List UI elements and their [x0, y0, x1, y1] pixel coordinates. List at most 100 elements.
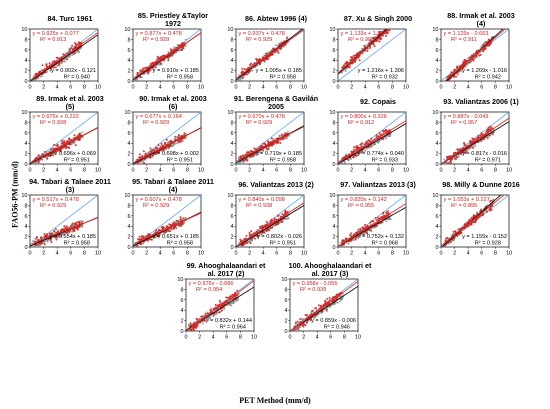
grey-point — [458, 155, 460, 158]
y-tick-label: 10 — [124, 193, 130, 199]
grey-point — [283, 45, 285, 48]
red-point — [68, 48, 71, 51]
red-point — [164, 147, 167, 150]
grey-point — [239, 79, 242, 81]
red-point — [53, 151, 56, 154]
panel-title: 97. Valiantzas 2013 (3) — [340, 180, 416, 189]
red-point — [350, 151, 353, 154]
red-point — [43, 243, 46, 246]
grey-point — [343, 160, 346, 163]
grey-point — [256, 229, 259, 231]
red-point — [388, 26, 390, 28]
plot-marks — [338, 26, 406, 81]
grey-point — [389, 26, 391, 28]
red-point — [172, 52, 175, 55]
red-point — [181, 46, 184, 49]
y-tick-label: 2 — [127, 152, 130, 158]
x-tick-label: 8 — [494, 168, 497, 174]
red-point — [74, 136, 77, 139]
grey-point — [238, 79, 240, 81]
red-point — [149, 238, 152, 241]
panel-title: (4) — [477, 19, 486, 28]
grey-point — [349, 64, 351, 67]
red-point — [63, 225, 66, 228]
y-tick-label: 6 — [230, 48, 233, 54]
grey-point — [378, 38, 380, 41]
x-tick-label: 0 — [131, 85, 134, 91]
red-point — [62, 228, 65, 231]
red-point — [243, 68, 246, 71]
red-fit-line — [441, 117, 509, 164]
y-tick-label: 2 — [24, 69, 27, 75]
grey-point — [443, 164, 445, 166]
red-point — [464, 152, 467, 154]
black-fit-equation: y = 0.910x + 0.185 — [153, 68, 199, 74]
red-point — [278, 43, 281, 45]
red-point — [244, 237, 247, 240]
x-tick-label: 2 — [350, 85, 353, 91]
red-point — [76, 135, 79, 138]
grey-point — [60, 233, 63, 235]
grey-point — [364, 149, 367, 152]
red-point — [263, 231, 266, 234]
y-tick-label: 6 — [127, 131, 130, 137]
grey-point — [445, 82, 447, 84]
red-point — [383, 130, 386, 133]
red-point — [170, 228, 173, 231]
grey-point — [136, 73, 138, 76]
grey-point — [39, 75, 42, 78]
red-point — [65, 225, 68, 228]
red-point — [162, 145, 164, 147]
black-fit-r2: R² = 0.958 — [64, 241, 90, 247]
red-point — [150, 62, 152, 65]
red-point — [63, 145, 66, 148]
red-point — [55, 238, 58, 241]
red-point — [250, 230, 253, 233]
y-tick-label: 2 — [127, 69, 130, 75]
red-point — [36, 73, 38, 75]
grey-point — [284, 44, 286, 47]
black-fit-equation: y = 0.902x - 0.121 — [51, 68, 96, 74]
red-point — [73, 134, 76, 137]
red-point — [472, 59, 475, 62]
plot-marks — [133, 195, 201, 247]
panel-6: 89. Irmak et al. 2003(5)0 2 4 6 8 100246810y … — [21, 94, 103, 174]
red-point — [239, 238, 242, 241]
grey-point — [33, 246, 35, 247]
red-point — [270, 218, 273, 221]
x-tick-label: 2 — [350, 168, 353, 174]
grey-point — [152, 153, 155, 156]
grey-point — [287, 130, 289, 133]
red-point — [261, 225, 264, 227]
grey-point — [460, 70, 463, 73]
red-point — [155, 229, 158, 231]
red-point — [54, 153, 57, 156]
red-point — [454, 157, 457, 160]
red-point — [168, 223, 171, 226]
red-point — [259, 58, 262, 61]
red-point — [455, 156, 458, 159]
red-point — [139, 75, 142, 78]
red-point — [142, 150, 145, 153]
x-tick-label: 0 — [234, 251, 237, 257]
grey-point — [443, 83, 445, 85]
red-point — [151, 149, 154, 152]
red-point — [169, 230, 172, 233]
y-tick-label: 8 — [435, 120, 438, 126]
panel-title: 96. Valiantzas 2013 (2) — [238, 180, 314, 189]
grey-point — [347, 159, 350, 162]
plot-marks — [338, 112, 406, 164]
red-point — [46, 235, 49, 238]
red-fit-line — [338, 120, 406, 163]
plot-frame — [29, 111, 99, 165]
red-point — [250, 150, 253, 153]
red-point — [242, 244, 245, 247]
red-point — [177, 133, 180, 136]
grey-point — [62, 60, 65, 63]
y-tick-label: 8 — [230, 120, 233, 126]
x-tick-label: 2 — [145, 168, 148, 174]
grey-point — [281, 219, 284, 222]
